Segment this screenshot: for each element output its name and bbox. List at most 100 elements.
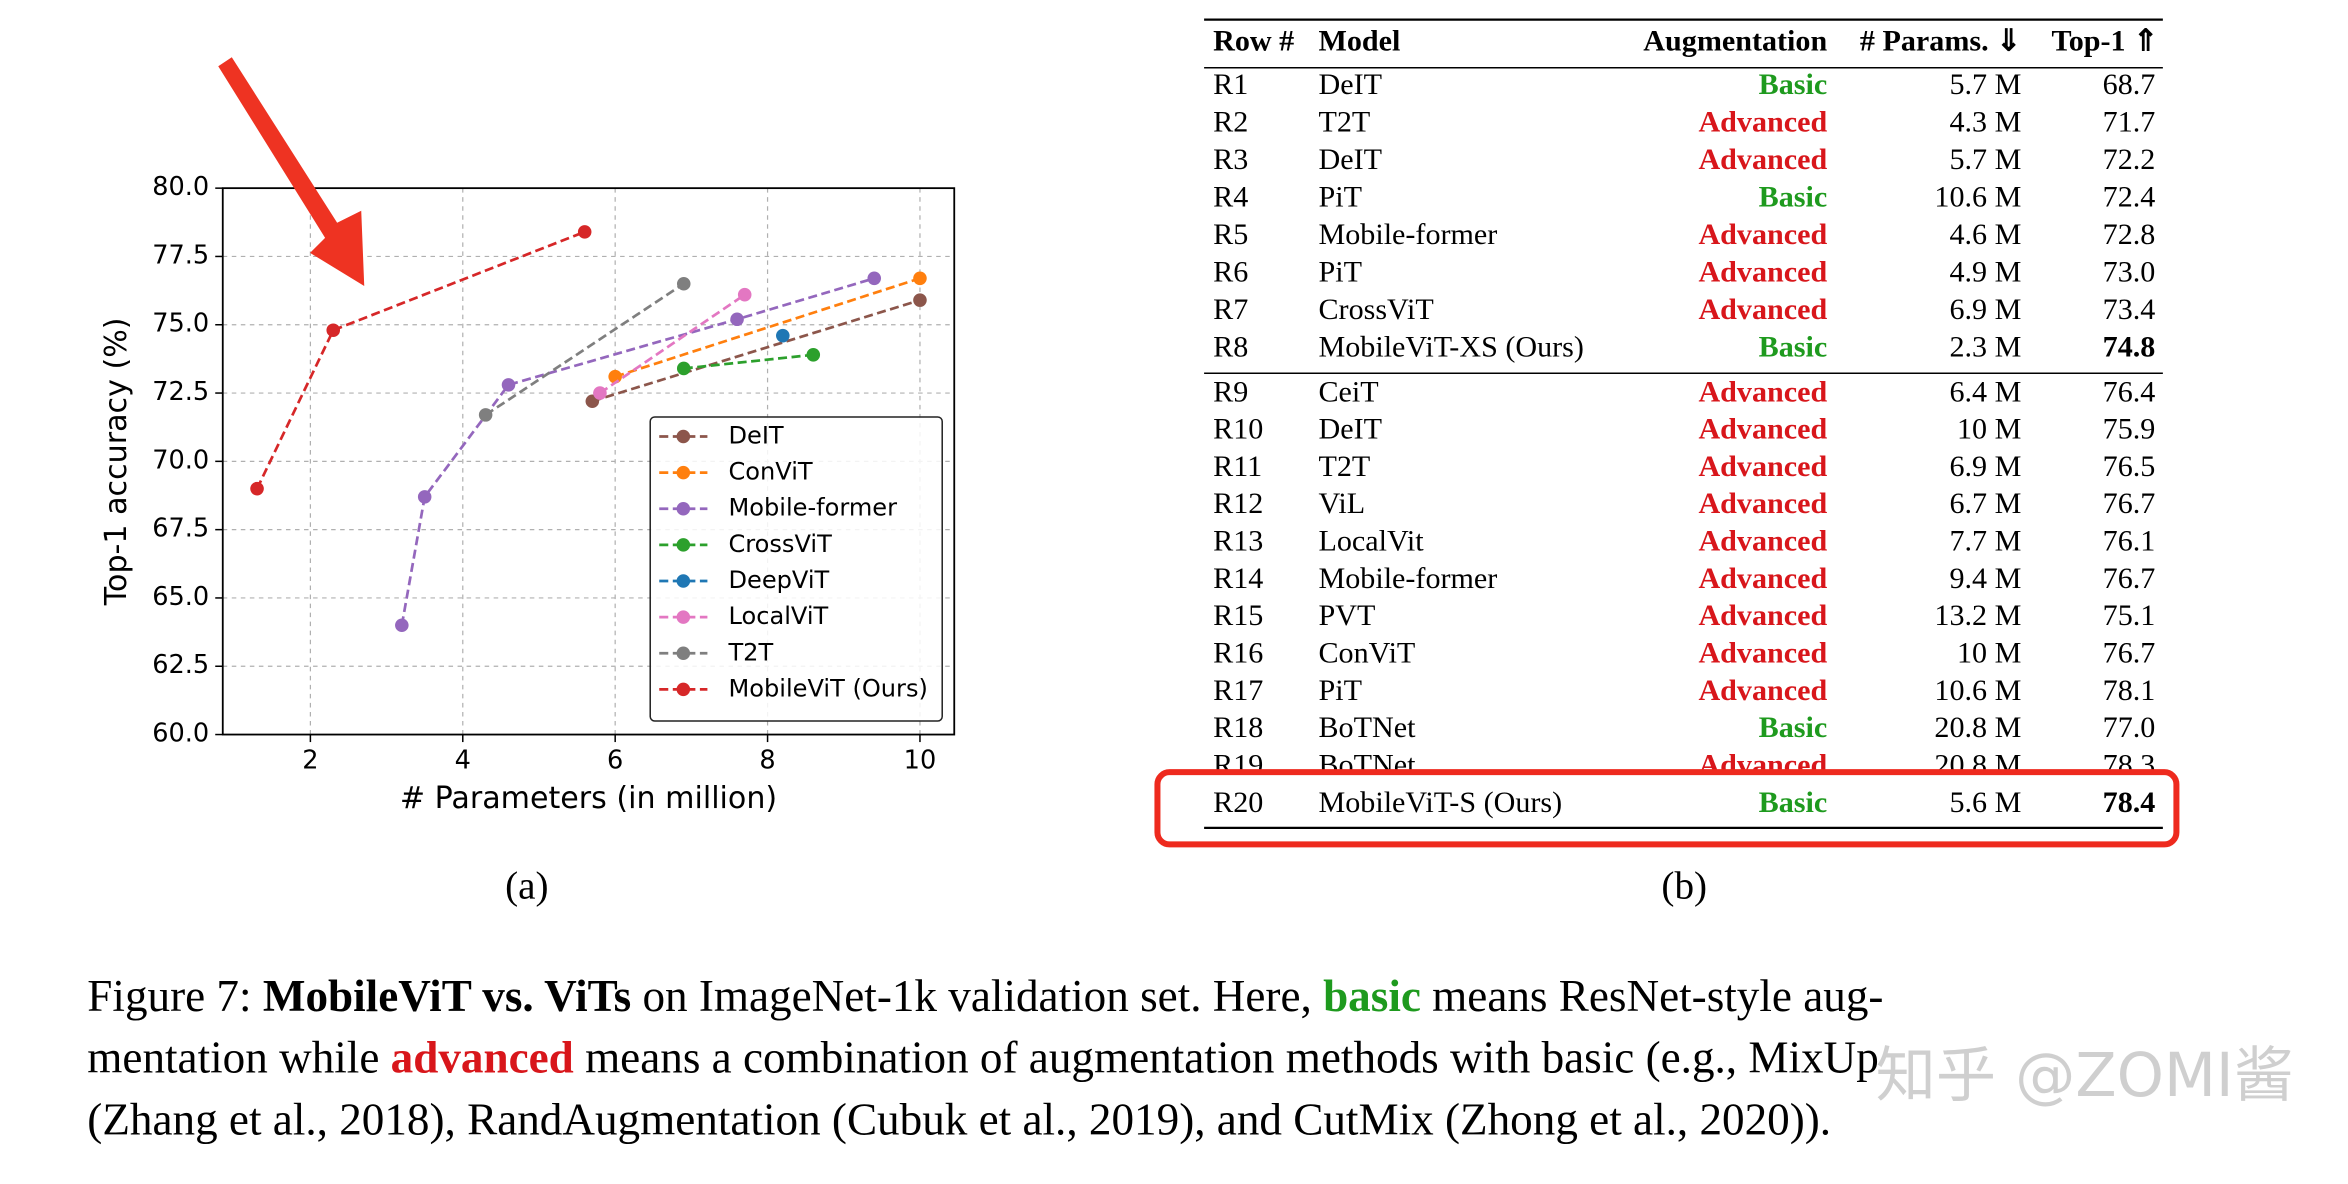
table-cell: 9.4 M xyxy=(1949,561,2021,595)
data-point xyxy=(676,276,691,291)
series-line xyxy=(400,277,875,626)
legend-marker xyxy=(676,429,691,444)
data-point xyxy=(737,287,752,302)
table-cell: Basic xyxy=(1759,330,1828,364)
data-point xyxy=(501,378,516,392)
table-cell: R2 xyxy=(1213,105,1248,139)
table-cell: R16 xyxy=(1213,636,1263,670)
data-point xyxy=(676,361,691,376)
table-cell: Advanced xyxy=(1698,598,1827,632)
table-cell: R3 xyxy=(1213,142,1248,176)
data-point xyxy=(806,348,821,362)
caption-text: on ImageNet-1k validation set. Here, xyxy=(631,971,1323,1021)
series-line xyxy=(683,353,814,370)
table-cell: 75.9 xyxy=(2103,412,2156,446)
table-cell: 5.6 M xyxy=(1949,785,2021,819)
table-cell: 68.7 xyxy=(2103,67,2156,101)
table-cell: Advanced xyxy=(1698,673,1827,707)
table-cell: CeiT xyxy=(1318,374,1378,408)
table-cell: 6.7 M xyxy=(1949,486,2021,520)
table-cell: Advanced xyxy=(1698,486,1827,520)
table-cell: 4.3 M xyxy=(1949,105,2021,139)
table-cell: Mobile-former xyxy=(1318,561,1497,595)
data-point xyxy=(417,490,432,504)
table-cell: MobileViT-S (Ours) xyxy=(1318,785,1562,819)
table-cell: DeIT xyxy=(1318,67,1381,101)
caption-text: means ResNet-style aug- xyxy=(1421,971,1884,1021)
table-cell: Advanced xyxy=(1698,217,1827,251)
y-tick-label: 70.0 xyxy=(152,445,209,475)
table-cell: R10 xyxy=(1213,412,1263,446)
caption-text: basic xyxy=(1323,971,1421,1021)
table-cell: Basic xyxy=(1759,785,1828,819)
table-cell: R7 xyxy=(1213,292,1248,326)
x-tick-label: 10 xyxy=(904,746,937,776)
table-cell: 2.3 M xyxy=(1949,330,2021,364)
x-tick-label: 4 xyxy=(455,746,471,776)
table-cell: 72.8 xyxy=(2103,217,2156,251)
caption-text: advanced xyxy=(391,1033,574,1083)
y-tick-label: 67.5 xyxy=(152,514,209,544)
table-cell: 7.7 M xyxy=(1949,524,2021,558)
series-line xyxy=(591,298,921,403)
table-cell: ConViT xyxy=(1318,636,1415,670)
table-cell: R20 xyxy=(1213,785,1263,819)
data-point xyxy=(913,271,927,286)
data-point xyxy=(776,328,790,343)
caption-line: Figure 7: MobileViT vs. ViTs on ImageNet… xyxy=(87,971,1883,1021)
legend-label: T2T xyxy=(727,638,773,666)
table-cell: R13 xyxy=(1213,524,1263,558)
table-cell: LocalVit xyxy=(1318,524,1424,558)
table-cell: PiT xyxy=(1318,673,1361,707)
table-cell: PiT xyxy=(1318,180,1361,214)
y-tick-label: 62.5 xyxy=(152,650,209,680)
subcaption: (b) xyxy=(1661,865,1707,908)
table-header: Model xyxy=(1318,24,1400,58)
table-cell: R4 xyxy=(1213,180,1248,214)
table-cell: Basic xyxy=(1759,710,1828,744)
table-cell: Advanced xyxy=(1698,524,1827,558)
data-point xyxy=(593,386,607,400)
table-cell: 76.1 xyxy=(2103,524,2156,558)
caption-text: mentation while xyxy=(87,1033,390,1083)
y-tick-label: 75.0 xyxy=(152,309,209,339)
legend-box xyxy=(649,416,943,722)
table-cell: R12 xyxy=(1213,486,1263,520)
table-cell: Advanced xyxy=(1698,255,1827,289)
y-tick-label: 77.5 xyxy=(152,240,209,270)
table-cell: Advanced xyxy=(1698,412,1827,446)
legend-label: ConViT xyxy=(728,458,812,486)
table-cell: 10.6 M xyxy=(1934,673,2021,707)
table-cell: 74.8 xyxy=(2103,330,2156,364)
data-point xyxy=(608,369,622,384)
table-cell: Advanced xyxy=(1698,449,1827,483)
x-tick-label: 6 xyxy=(607,746,623,776)
table-cell: T2T xyxy=(1318,105,1370,139)
table-cell: 5.7 M xyxy=(1949,142,2021,176)
x-tick-label: 8 xyxy=(759,746,775,776)
table-cell: 73.4 xyxy=(2103,292,2156,326)
subcaption: (a) xyxy=(505,865,548,908)
table-header: # Params. ⇓ xyxy=(1860,24,2021,58)
table-cell: R9 xyxy=(1213,374,1248,408)
table-cell: 6.9 M xyxy=(1949,292,2021,326)
data-point xyxy=(577,225,592,239)
table-cell: Advanced xyxy=(1698,374,1827,408)
legend-label: Mobile-former xyxy=(728,494,897,522)
data-point xyxy=(478,408,493,422)
caption: Figure 7: MobileViT vs. ViTs on ImageNet… xyxy=(87,971,1883,1144)
legend-label: DeepViT xyxy=(728,566,829,594)
plot-frame xyxy=(221,187,956,736)
table-cell: 72.4 xyxy=(2103,180,2156,214)
table-cell: 77.0 xyxy=(2103,710,2156,744)
table-cell: 71.7 xyxy=(2103,105,2156,139)
caption-text: (Zhang et al., 2018), RandAugmentation (… xyxy=(87,1095,1831,1145)
data-point xyxy=(395,618,409,633)
data-point xyxy=(913,293,927,307)
x-tick-label: 2 xyxy=(302,746,318,776)
table-cell: R18 xyxy=(1213,710,1263,744)
table-cell: PiT xyxy=(1318,255,1361,289)
caption-text: means a combination of augmentation meth… xyxy=(574,1033,1879,1083)
table-cell: R1 xyxy=(1213,67,1248,101)
legend-marker xyxy=(676,538,691,552)
